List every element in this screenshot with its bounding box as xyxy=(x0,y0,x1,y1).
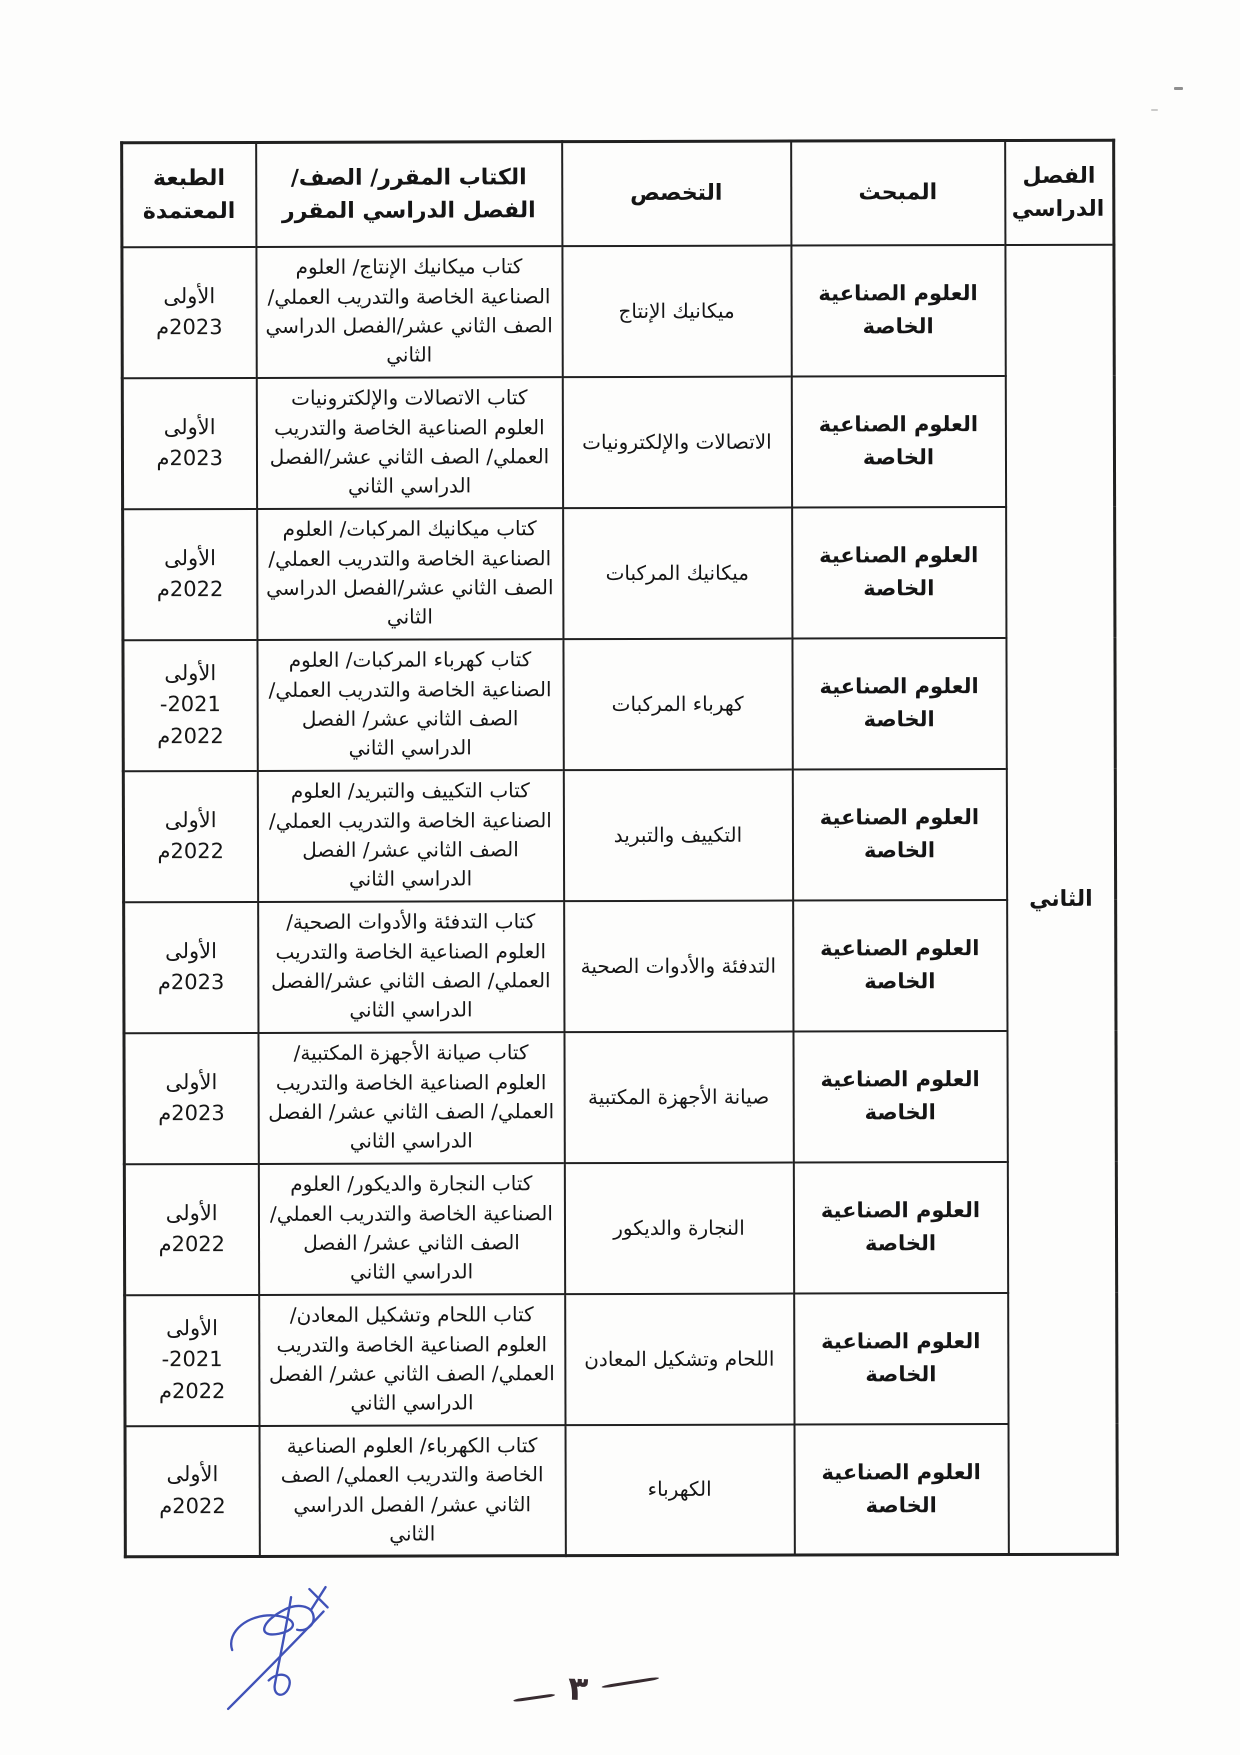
pen-dash-icon xyxy=(513,1693,556,1703)
book-cell: كتاب النجارة والديكور/ العلوم الصناعية ا… xyxy=(258,1162,565,1295)
curriculum-table-container: الفصل الدراسي المبحث التخصص الكتاب المقر… xyxy=(120,138,1120,1559)
pen-dash-icon xyxy=(601,1676,660,1689)
edition-cell: الأولى 2022م xyxy=(125,1425,260,1557)
specialization-cell: كهرباء المركبات xyxy=(562,638,793,770)
table-row: العلوم الصناعية الخاصة التدفئة والأدوات … xyxy=(123,899,1116,1033)
subject-cell: العلوم الصناعية الخاصة xyxy=(792,768,1007,901)
edition-cell: الأولى 2022م xyxy=(122,508,257,640)
book-cell: كتاب صيانة الأجهزة المكتبية/ العلوم الصن… xyxy=(257,1031,565,1164)
edition-cell: الأولى 2021- 2022م xyxy=(122,639,258,771)
edition-cell: الأولى 2022م xyxy=(124,1163,259,1295)
table-row: العلوم الصناعية الخاصة التكييف والتبريد … xyxy=(123,768,1115,902)
book-cell: كتاب ميكانيك الإنتاج/ العلوم الصناعية ال… xyxy=(255,245,563,378)
book-cell: كتاب كهرباء المركبات/ العلوم الصناعية ال… xyxy=(256,638,564,771)
book-cell: كتاب التكييف والتبريد/ العلوم الصناعية ا… xyxy=(257,769,564,902)
subject-cell: العلوم الصناعية الخاصة xyxy=(791,637,1007,770)
header-subject: المبحث xyxy=(790,140,1005,246)
edition-cell: الأولى 2023م xyxy=(123,1032,259,1164)
scan-artifact xyxy=(1151,109,1158,111)
semester-merged-cell: الثاني xyxy=(1004,244,1118,1555)
book-cell: كتاب الكهرباء/ العلوم الصناعية الخاصة وا… xyxy=(259,1424,566,1557)
edition-cell: الأولى 2021- 2022م xyxy=(124,1294,260,1426)
edition-cell: الأولى 2023م xyxy=(122,377,257,509)
header-book: الكتاب المقرر/ الصف/ الفصل الدراسي المقر… xyxy=(255,141,562,247)
specialization-cell: ميكانيك الإنتاج xyxy=(561,245,792,377)
handwritten-page-number: ٣ xyxy=(511,1657,693,1718)
specialization-cell: التكييف والتبريد xyxy=(563,769,793,901)
subject-cell: العلوم الصناعية الخاصة xyxy=(790,244,1006,377)
subject-cell: العلوم الصناعية الخاصة xyxy=(791,506,1006,639)
header-specialization: التخصص xyxy=(561,141,791,246)
table-row: العلوم الصناعية الخاصة صيانة الأجهزة الم… xyxy=(123,1030,1116,1164)
specialization-cell: الكهرباء xyxy=(565,1424,795,1556)
subject-cell: العلوم الصناعية الخاصة xyxy=(792,899,1007,1032)
subject-cell: العلوم الصناعية الخاصة xyxy=(793,1292,1009,1425)
table-row: العلوم الصناعية الخاصة الكهرباء كتاب الك… xyxy=(125,1423,1117,1557)
specialization-cell: النجارة والديكور xyxy=(564,1162,794,1294)
subject-cell: العلوم الصناعية الخاصة xyxy=(794,1423,1009,1556)
subject-cell: العلوم الصناعية الخاصة xyxy=(792,1030,1008,1163)
specialization-cell: التدفئة والأدوات الصحية xyxy=(563,900,793,1032)
scan-artifact xyxy=(1174,87,1183,90)
specialization-cell: الاتصالات والإلكترونيات xyxy=(562,376,792,508)
table-row: العلوم الصناعية الخاصة الاتصالات والإلكت… xyxy=(122,375,1114,509)
table-row: العلوم الصناعية الخاصة النجارة والديكور … xyxy=(124,1161,1116,1295)
specialization-cell: اللحام وتشكيل المعادن xyxy=(564,1293,795,1425)
book-cell: كتاب اللحام وتشكيل المعادن/ العلوم الصنا… xyxy=(258,1293,566,1426)
header-semester: الفصل الدراسي xyxy=(1004,140,1114,245)
edition-cell: الأولى 2022م xyxy=(123,770,258,902)
table-row: العلوم الصناعية الخاصة كهرباء المركبات ك… xyxy=(122,637,1115,771)
specialization-cell: صيانة الأجهزة المكتبية xyxy=(563,1031,794,1163)
edition-cell: الأولى 2023م xyxy=(121,246,257,378)
subject-cell: العلوم الصناعية الخاصة xyxy=(793,1161,1008,1294)
page-number-value: ٣ xyxy=(567,1668,589,1709)
subject-cell: العلوم الصناعية الخاصة xyxy=(791,375,1006,508)
signature-scribble xyxy=(222,1583,352,1715)
table-row: العلوم الصناعية الخاصة اللحام وتشكيل الم… xyxy=(124,1292,1117,1426)
curriculum-table: الفصل الدراسي المبحث التخصص الكتاب المقر… xyxy=(120,138,1119,1559)
edition-cell: الأولى 2023م xyxy=(123,901,258,1033)
specialization-cell: ميكانيك المركبات xyxy=(562,507,792,639)
table-row: العلوم الصناعية الخاصة ميكانيك المركبات … xyxy=(122,506,1115,640)
table-header-row: الفصل الدراسي المبحث التخصص الكتاب المقر… xyxy=(121,140,1114,247)
book-cell: كتاب التدفئة والأدوات الصحية/ العلوم الص… xyxy=(257,900,564,1033)
header-edition: الطبعة المعتمدة xyxy=(121,142,256,247)
book-cell: كتاب ميكانيك المركبات/ العلوم الصناعية ا… xyxy=(256,507,563,640)
book-cell: كتاب الاتصالات والإلكترونيات العلوم الصن… xyxy=(256,376,563,509)
table-row: الثاني العلوم الصناعية الخاصة ميكانيك ال… xyxy=(121,244,1118,1555)
